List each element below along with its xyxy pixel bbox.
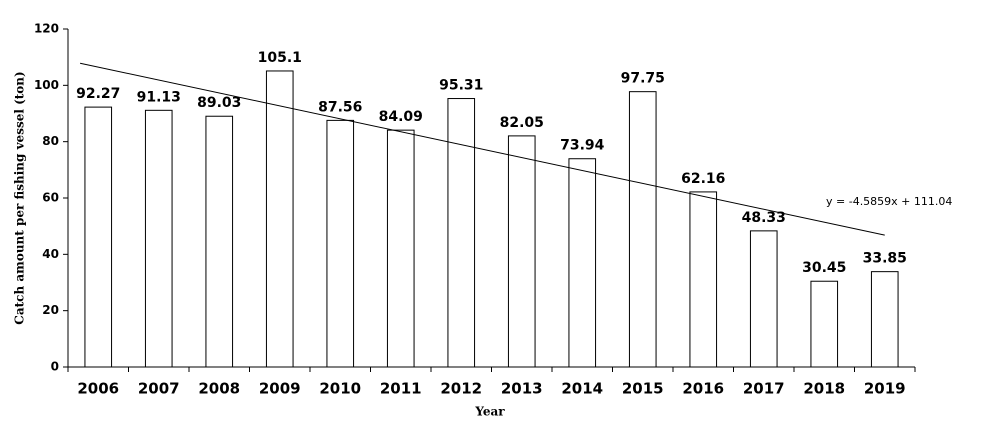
x-tick-label: 2007 — [138, 380, 180, 398]
x-tick-label: 2010 — [319, 380, 361, 398]
x-tick-label: 2018 — [803, 380, 845, 398]
data-label: 62.16 — [681, 171, 725, 187]
data-label: 91.13 — [137, 89, 181, 105]
y-tick-label: 40 — [42, 247, 59, 261]
bar — [265, 70, 294, 368]
data-label: 30.45 — [802, 260, 846, 276]
bar — [810, 280, 839, 368]
x-tick-label: 2011 — [380, 380, 422, 398]
x-tick-label: 2017 — [743, 380, 785, 398]
bar — [568, 158, 597, 368]
y-tick-label: 20 — [42, 303, 59, 317]
bar — [870, 271, 899, 368]
x-tick-label: 2013 — [501, 380, 543, 398]
y-tick-label: 120 — [34, 22, 59, 36]
x-axis-title: Year — [474, 405, 505, 419]
data-label: 33.85 — [863, 251, 907, 267]
bar — [689, 191, 718, 368]
data-label: 97.75 — [621, 71, 665, 87]
data-label: 82.05 — [500, 115, 544, 131]
data-label: 84.09 — [379, 109, 423, 125]
data-label: 73.94 — [560, 138, 605, 154]
bar — [144, 109, 173, 368]
x-tick-label: 2006 — [77, 380, 119, 398]
y-tick-label: 80 — [42, 134, 59, 148]
data-label: 92.27 — [76, 86, 120, 102]
data-label: 48.33 — [742, 210, 786, 226]
data-label: 89.03 — [197, 95, 241, 111]
bar — [447, 98, 476, 368]
bar — [628, 91, 657, 368]
bar — [84, 106, 113, 368]
bar — [507, 135, 536, 368]
y-tick-label: 60 — [42, 191, 59, 205]
y-tick-label: 100 — [34, 78, 59, 92]
bar — [386, 129, 415, 368]
x-tick-label: 2008 — [198, 380, 240, 398]
trendline-label: y = -4.5859x + 111.04 — [826, 195, 952, 208]
bar — [749, 230, 778, 368]
trendline — [79, 62, 885, 236]
y-axis-title: Catch amount per fishing vessel (ton) — [13, 71, 27, 324]
data-label: 105.1 — [258, 50, 302, 66]
x-tick-label: 2009 — [259, 380, 301, 398]
data-label: 87.56 — [318, 99, 362, 115]
x-tick-label: 2015 — [622, 380, 664, 398]
bar — [205, 115, 234, 368]
data-label: 95.31 — [439, 78, 483, 94]
x-tick-label: 2012 — [440, 380, 482, 398]
bar — [326, 119, 355, 368]
x-tick-label: 2014 — [561, 380, 603, 398]
x-tick-label: 2016 — [682, 380, 724, 398]
y-tick-label: 0 — [51, 360, 59, 374]
x-tick-label: 2019 — [864, 380, 906, 398]
